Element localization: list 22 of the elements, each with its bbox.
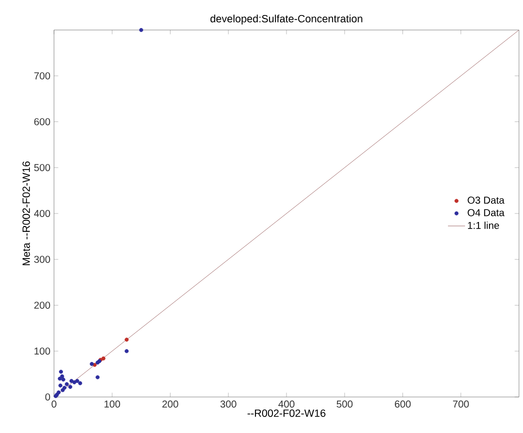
y-tick-label: 400 (34, 210, 50, 218)
x-tick-label: 600 (394, 400, 411, 408)
x-tick-label: 0 (52, 400, 56, 408)
x-tick-label: 400 (278, 400, 294, 408)
x-axis-title: --R002-F02-W16 (248, 409, 326, 417)
y-tick-label: 700 (34, 72, 50, 80)
x-tick-label: 100 (104, 400, 120, 408)
chart-title: developed:Sulfate-Concentration (210, 14, 362, 24)
y-tick-label: 300 (34, 256, 50, 263)
x-tick-label: 500 (336, 400, 353, 408)
y-tick-label: 0 (45, 393, 50, 401)
x-tick-label: 300 (220, 400, 236, 408)
y-axis-title: Meta --R002-F02-W16 (22, 161, 30, 266)
y-tick-label: 200 (34, 302, 50, 309)
y-tick-label: 600 (34, 118, 50, 126)
legend-label: 1:1 line (468, 222, 500, 229)
y-tick-label: 100 (34, 348, 50, 355)
y-tick-label: 500 (34, 164, 50, 172)
legend-label: O3 Data (468, 196, 504, 204)
legend-label: O4 Data (468, 209, 504, 216)
x-tick-label: 200 (162, 400, 178, 408)
x-tick-label: 700 (453, 400, 469, 408)
